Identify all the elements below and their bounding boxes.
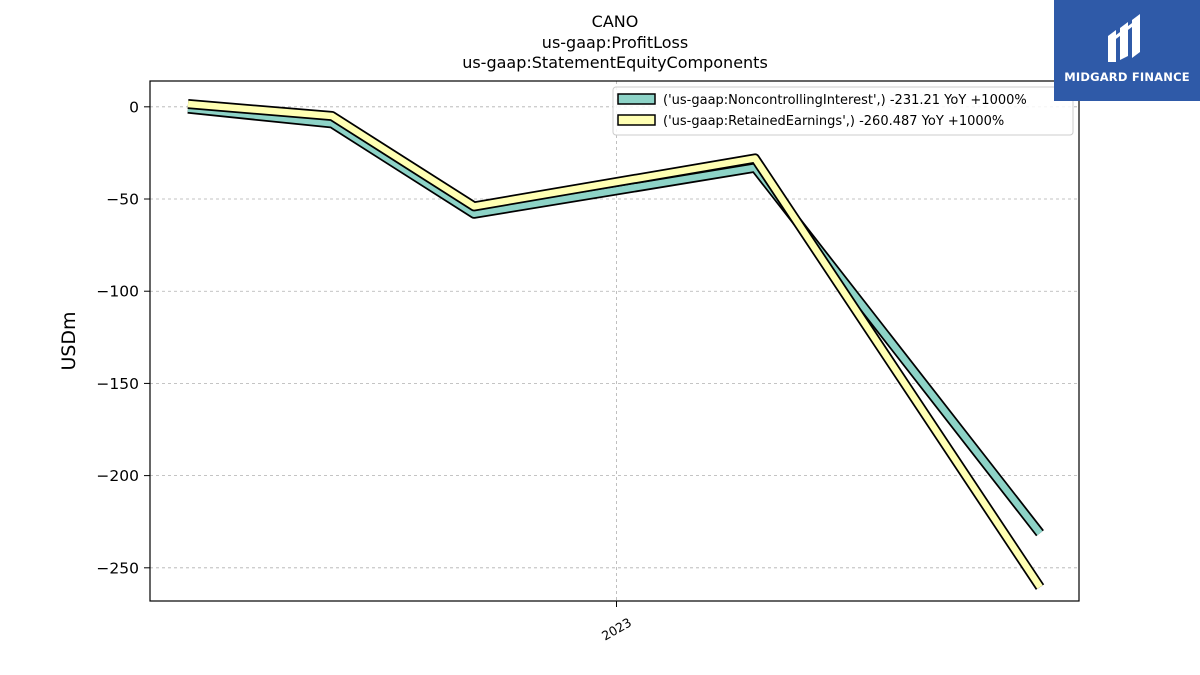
legend-swatch <box>617 93 656 105</box>
legend: ('us-gaap:NoncontrollingInterest',) -231… <box>612 86 1074 136</box>
y-tick-label: −50 <box>106 191 139 209</box>
series-2 <box>187 99 1045 590</box>
series-layer <box>187 99 1045 590</box>
logo-text: MIDGARD FINANCE <box>1064 70 1190 84</box>
legend-entry-label: ('us-gaap:NoncontrollingInterest',) -231… <box>663 93 1027 108</box>
y-tick-label: 0 <box>129 98 139 116</box>
y-axis-label: USDm <box>58 311 80 370</box>
legend-box <box>612 86 1074 136</box>
chart-title-line-2: us-gaap:ProfitLoss <box>541 33 689 52</box>
chart-title-line-3: us-gaap:StatementEquityComponents <box>462 53 768 72</box>
plot-frame <box>149 80 1080 602</box>
legend-swatch <box>617 114 656 126</box>
chart-title-line-1: CANO <box>591 12 639 31</box>
series-1 <box>187 103 1044 537</box>
y-tick-label: −200 <box>96 467 139 485</box>
y-tick-label: −250 <box>96 559 139 577</box>
axis-ticks: 0 −50 −100 −150 −200 −250 2023 <box>96 98 634 643</box>
brand-logo: MIDGARD FINANCE <box>1054 0 1200 101</box>
legend-entry-label: ('us-gaap:RetainedEarnings',) -260.487 Y… <box>663 114 1004 129</box>
y-tick-label: −100 <box>96 283 139 301</box>
series-line-outline <box>187 99 1045 590</box>
grid-lines <box>150 81 1079 601</box>
series-line <box>187 105 1043 536</box>
x-tick-label: 2023 <box>599 615 634 644</box>
series-line-outline <box>187 103 1044 537</box>
logo-mark-icon <box>1108 14 1140 62</box>
series-line <box>187 100 1043 589</box>
y-tick-label: −150 <box>96 375 139 393</box>
